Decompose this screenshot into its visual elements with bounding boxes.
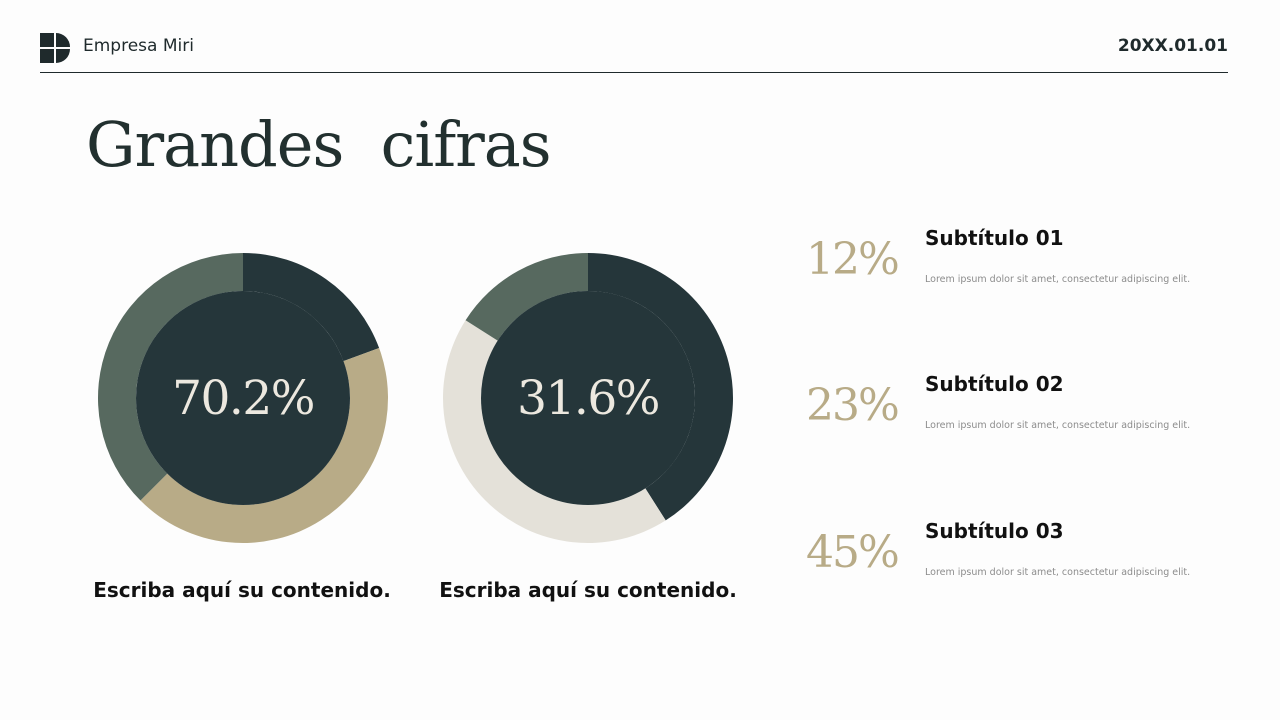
- stat-subtitle: Subtítulo 03: [925, 519, 1064, 543]
- donut-chart-2-caption: Escriba aquí su contenido.: [439, 578, 737, 602]
- donut-2-center-disc: [481, 291, 695, 505]
- header-date: 20XX.01.01: [1117, 36, 1228, 56]
- stat-description: Lorem ipsum dolor sit amet, consectetur …: [925, 274, 1191, 285]
- donut-chart-1-svg: [97, 253, 389, 543]
- donut-chart-1: 70.2%: [97, 252, 389, 544]
- donut-chart-2-center-label: 31.6%: [517, 370, 660, 426]
- stat-subtitle: Subtítulo 02: [925, 372, 1064, 396]
- company-logo-icon: [40, 33, 70, 63]
- stat-item-3: 45% Subtítulo 03 Lorem ipsum dolor sit a…: [806, 519, 1226, 609]
- donut-2-slice-2: [443, 320, 666, 543]
- stat-description: Lorem ipsum dolor sit amet, consectetur …: [925, 420, 1191, 431]
- donut-1-slice-2: [140, 348, 389, 543]
- header: Empresa Miri 20XX.01.01: [40, 30, 1228, 73]
- donut-chart-1-caption: Escriba aquí su contenido.: [93, 578, 391, 602]
- donut-1-center-disc: [136, 291, 350, 505]
- donut-2-slice-1: [588, 253, 734, 521]
- stat-description: Lorem ipsum dolor sit amet, consectetur …: [925, 567, 1191, 578]
- page-title: Grandes cifras: [86, 108, 552, 181]
- donut-chart-2-svg: [443, 253, 734, 543]
- donut-1-slice-3: [97, 253, 243, 501]
- donut-chart-1-center-label: 70.2%: [172, 370, 315, 426]
- brand-name: Empresa Miri: [83, 36, 194, 56]
- stat-value: 12%: [806, 234, 900, 285]
- stat-item-1: 12% Subtítulo 01 Lorem ipsum dolor sit a…: [806, 226, 1226, 316]
- donut-chart-2: 31.6%: [442, 252, 734, 544]
- stat-subtitle: Subtítulo 01: [925, 226, 1064, 250]
- donut-2-slice-3: [465, 253, 588, 341]
- stat-item-2: 23% Subtítulo 02 Lorem ipsum dolor sit a…: [806, 372, 1226, 462]
- stat-value: 23%: [806, 380, 900, 431]
- stat-value: 45%: [806, 527, 900, 578]
- donut-1-slice-1: [243, 253, 380, 362]
